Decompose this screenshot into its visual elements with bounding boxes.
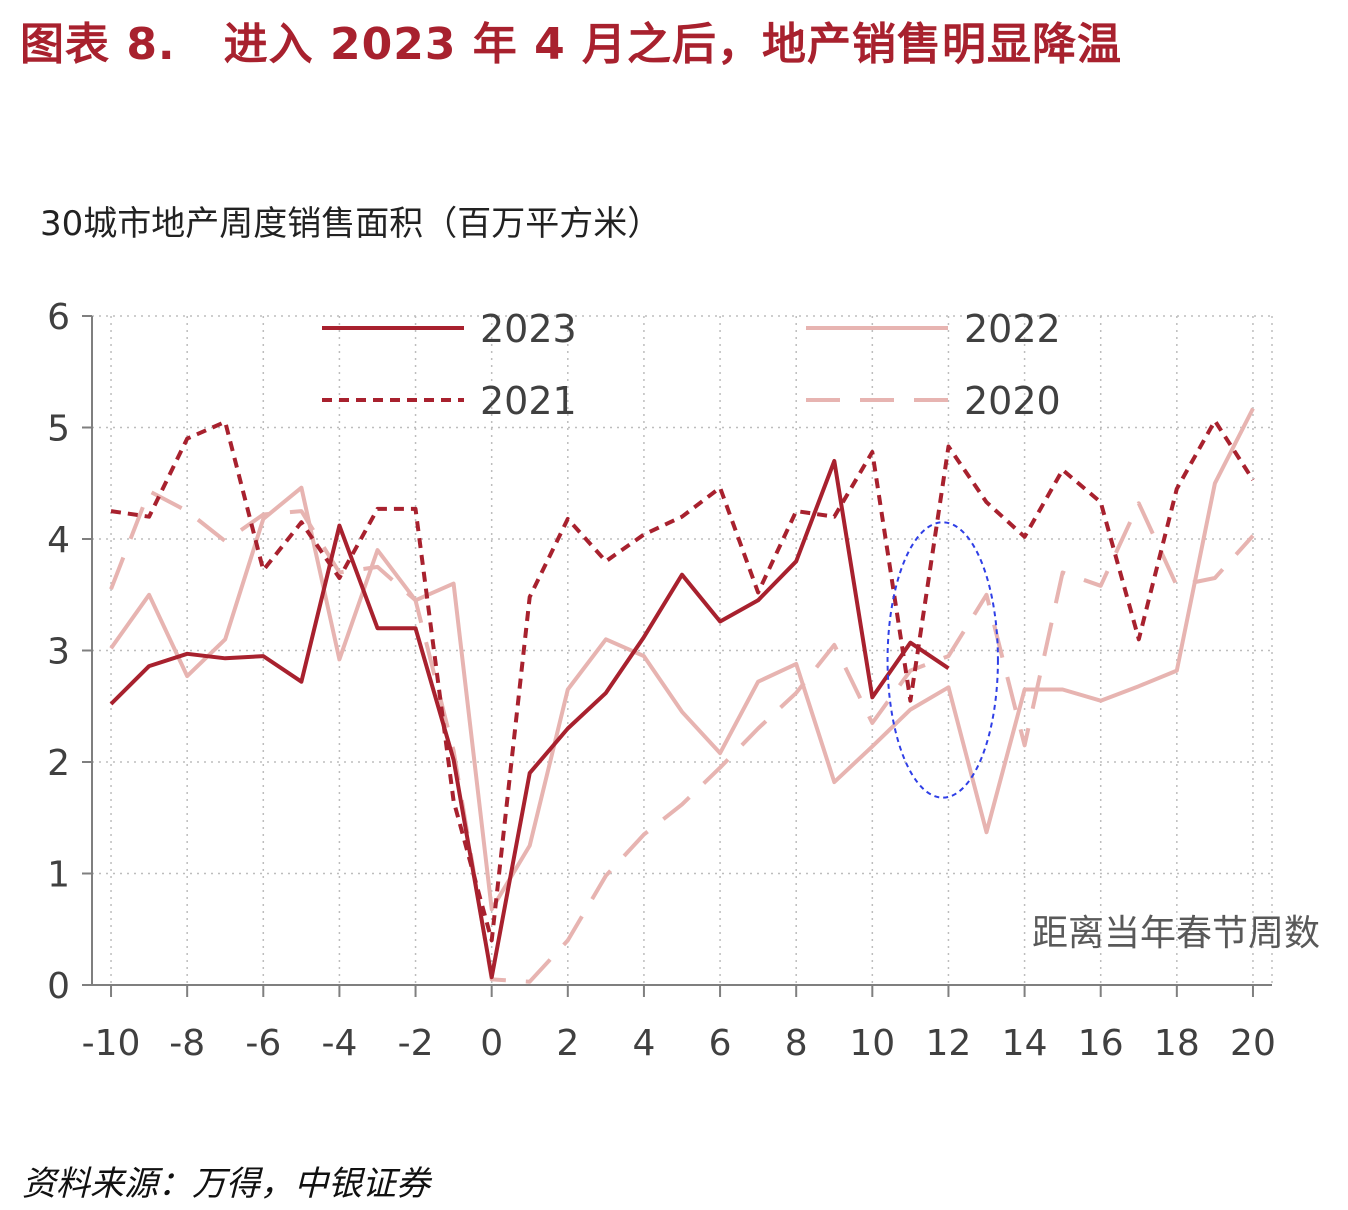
x-tick-label: -8 [169, 1023, 205, 1064]
x-tick-label: -4 [321, 1023, 357, 1064]
axes [82, 315, 1272, 997]
legend-item-2022: 2022 [806, 307, 1061, 351]
x-tick-label: -10 [82, 1023, 141, 1064]
y-tick-label: 3 [47, 632, 70, 673]
y-tick-label: 5 [47, 409, 70, 450]
y-tick-label: 4 [47, 520, 70, 561]
highlight-ellipse [886, 521, 999, 799]
series-line-2021 [110, 418, 1255, 943]
grid [92, 315, 1273, 985]
legend-item-2020: 2020 [806, 379, 1061, 423]
figure-title-text: 进入 2023 年 4 月之后，地产销售明显降温 [223, 19, 1123, 70]
figure-title: 图表 8. 进入 2023 年 4 月之后，地产销售明显降温 [20, 8, 1122, 72]
y-tick-label: 2 [47, 743, 70, 784]
x-tick-label: 12 [926, 1023, 972, 1064]
legend-item-2021: 2021 [322, 379, 577, 423]
series-line-2020 [109, 489, 1255, 984]
x-tick-label: 0 [480, 1023, 503, 1064]
y-tick-label: 6 [47, 297, 70, 338]
legend-label: 2022 [964, 307, 1061, 351]
x-tick-label: 14 [1002, 1023, 1048, 1064]
series-line-2023 [109, 459, 950, 980]
annotations [886, 521, 999, 799]
figure-number: 图表 8. [20, 19, 176, 70]
legend-item-2023: 2023 [322, 307, 577, 351]
x-tick-label: 6 [709, 1023, 732, 1064]
x-axis-label: 距离当年春节周数 [1032, 913, 1320, 954]
x-tick-label: 2 [556, 1023, 579, 1064]
legend: 2023 2022 2021 2020 [322, 307, 1061, 423]
y-tick-label: 1 [47, 855, 70, 896]
x-tick-label: -2 [398, 1023, 434, 1064]
legend-label: 2020 [964, 379, 1061, 423]
source-note: 资料来源：万得，中银证券 [22, 1164, 430, 1204]
series-line-2022 [109, 407, 1255, 912]
y-tick-label: 0 [47, 966, 70, 1007]
x-tick-label: 20 [1230, 1023, 1276, 1064]
legend-label: 2021 [480, 379, 577, 423]
x-tick-label: 10 [849, 1023, 895, 1064]
x-tick-label: 16 [1078, 1023, 1124, 1064]
x-tick-label: 8 [785, 1023, 808, 1064]
legend-label: 2023 [480, 307, 577, 351]
x-tick-label: 18 [1154, 1023, 1200, 1064]
x-tick-label: 4 [632, 1023, 655, 1064]
series-lines [109, 407, 1255, 984]
chart-title: 30城市地产周度销售面积（百万平方米） [40, 204, 662, 244]
x-tick-label: -6 [245, 1023, 281, 1064]
